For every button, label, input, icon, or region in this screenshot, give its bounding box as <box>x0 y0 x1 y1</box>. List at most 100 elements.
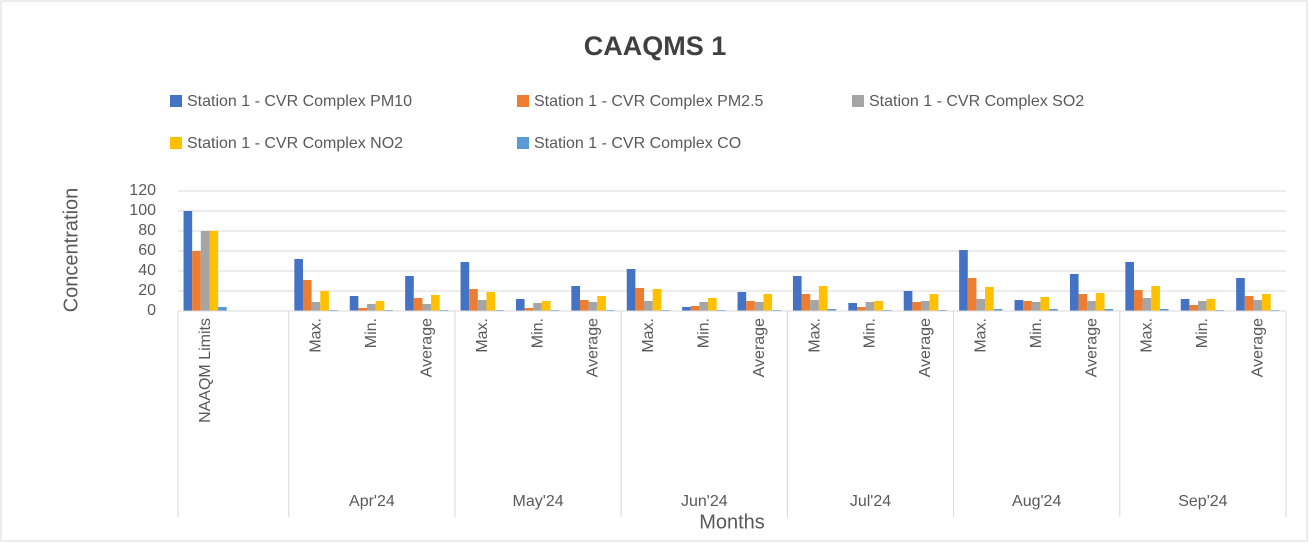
bar <box>1244 296 1254 311</box>
bar <box>1031 302 1041 311</box>
x-tick-label: Average <box>751 318 768 377</box>
bar <box>460 262 470 311</box>
legend-label: Station 1 - CVR Complex PM10 <box>187 93 412 110</box>
legend-swatch <box>517 95 529 107</box>
bar <box>588 302 598 311</box>
bar <box>874 301 883 311</box>
legend-swatch <box>852 95 864 107</box>
group-label: Jun'24 <box>681 493 728 510</box>
legend-swatch <box>170 137 182 149</box>
x-tick-label: Min. <box>1028 318 1045 348</box>
bar <box>976 299 986 311</box>
bar <box>375 301 385 311</box>
x-tick-label: Max. <box>308 318 325 353</box>
bar <box>1095 293 1105 311</box>
bar <box>1104 309 1114 311</box>
bar <box>1262 294 1271 311</box>
y-tick-label: 100 <box>129 202 156 219</box>
x-tick-label: Max. <box>1139 318 1156 353</box>
x-tick-label: Average <box>585 318 602 377</box>
x-tick-label: Average <box>1250 318 1267 377</box>
bar <box>1078 294 1088 311</box>
bar <box>763 294 773 311</box>
bar <box>1189 305 1199 311</box>
bar <box>1125 262 1134 311</box>
x-tick-label: Min. <box>696 318 713 348</box>
x-tick-label: Min. <box>1194 318 1211 348</box>
group-label: May'24 <box>513 493 564 510</box>
bar <box>524 308 534 311</box>
bar <box>912 302 922 311</box>
bar <box>405 276 414 311</box>
bar <box>985 287 994 311</box>
bar <box>708 298 717 311</box>
bar <box>682 307 691 311</box>
bar <box>579 300 589 311</box>
bar <box>865 302 875 311</box>
y-tick-label: 20 <box>138 282 156 299</box>
bar <box>422 304 432 311</box>
group-label: Aug'24 <box>1012 493 1061 510</box>
bar <box>929 294 939 311</box>
bar <box>818 286 828 311</box>
bar <box>515 299 525 311</box>
bar <box>792 276 802 311</box>
bar <box>183 211 193 311</box>
bar <box>993 309 1003 311</box>
legend-label: Station 1 - CVR Complex CO <box>534 135 741 152</box>
bar <box>533 303 542 311</box>
legend-label: Station 1 - CVR Complex NO2 <box>187 135 403 152</box>
bar <box>541 301 551 311</box>
bar <box>737 292 747 311</box>
y-tick-label: 80 <box>138 222 156 239</box>
bar <box>302 280 312 311</box>
bar <box>358 308 368 311</box>
bar <box>349 296 359 311</box>
bar <box>1014 300 1024 311</box>
bar <box>626 269 636 311</box>
y-tick-label: 40 <box>138 262 156 279</box>
x-tick-label: Average <box>1083 318 1100 377</box>
y-tick-label: 60 <box>138 242 156 259</box>
x-tick-label: Max. <box>474 318 491 353</box>
bar <box>1180 299 1190 311</box>
bar <box>1087 301 1096 311</box>
bar <box>597 296 606 311</box>
legend-swatch <box>517 137 529 149</box>
bar <box>1023 301 1032 311</box>
bar <box>856 307 866 311</box>
bar <box>690 306 700 311</box>
bar <box>200 231 210 311</box>
bar <box>699 302 709 311</box>
bar <box>209 231 219 311</box>
y-tick-label: 0 <box>147 302 156 319</box>
bar <box>635 288 645 311</box>
bar <box>477 300 487 311</box>
bar <box>1069 274 1079 311</box>
bar <box>1040 297 1050 311</box>
bar <box>1049 309 1058 311</box>
bar <box>754 302 764 311</box>
bar <box>810 300 819 311</box>
bar <box>903 291 913 311</box>
bar <box>959 250 968 311</box>
x-tick-label: NAAQM Limits <box>197 318 214 423</box>
x-tick-label: Min. <box>862 318 879 348</box>
x-tick-label: Average <box>917 318 934 377</box>
bar <box>311 302 321 311</box>
bar <box>571 286 580 311</box>
bar <box>827 309 837 311</box>
bar <box>1142 298 1152 311</box>
bar <box>218 307 227 311</box>
bar <box>921 301 930 311</box>
x-tick-label: Average <box>419 318 436 377</box>
bar <box>431 295 440 311</box>
x-tick-label: Max. <box>640 318 657 353</box>
y-tick-label: 120 <box>129 182 156 199</box>
bar <box>652 289 662 311</box>
x-axis-title: Months <box>699 511 765 533</box>
x-tick-label: Max. <box>806 318 823 353</box>
legend-label: Station 1 - CVR Complex PM2.5 <box>534 93 764 110</box>
group-label: Jul'24 <box>850 493 891 510</box>
